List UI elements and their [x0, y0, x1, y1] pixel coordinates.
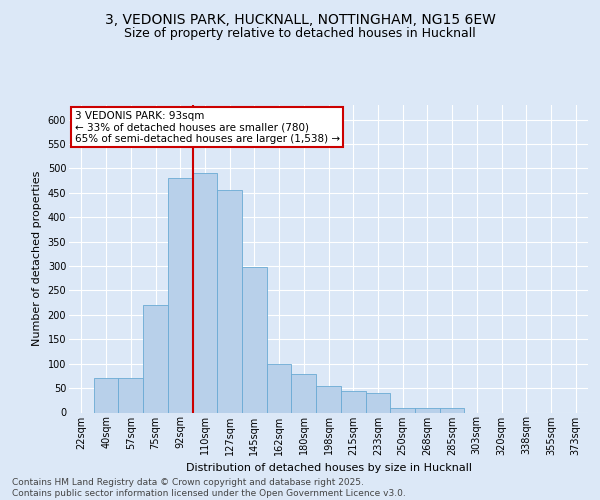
X-axis label: Distribution of detached houses by size in Hucknall: Distribution of detached houses by size … — [185, 463, 472, 473]
Text: Contains HM Land Registry data © Crown copyright and database right 2025.
Contai: Contains HM Land Registry data © Crown c… — [12, 478, 406, 498]
Bar — [267, 364, 292, 412]
Bar — [415, 408, 440, 412]
Bar — [365, 393, 390, 412]
Bar — [316, 386, 341, 412]
Bar — [242, 267, 267, 412]
Bar — [390, 408, 415, 412]
Bar — [341, 390, 365, 412]
Bar — [440, 408, 464, 412]
Text: 3, VEDONIS PARK, HUCKNALL, NOTTINGHAM, NG15 6EW: 3, VEDONIS PARK, HUCKNALL, NOTTINGHAM, N… — [104, 12, 496, 26]
Text: 3 VEDONIS PARK: 93sqm
← 33% of detached houses are smaller (780)
65% of semi-det: 3 VEDONIS PARK: 93sqm ← 33% of detached … — [74, 110, 340, 144]
Bar — [217, 190, 242, 412]
Y-axis label: Number of detached properties: Number of detached properties — [32, 171, 42, 346]
Bar — [143, 305, 168, 412]
Bar — [168, 178, 193, 412]
Bar — [94, 378, 118, 412]
Bar — [118, 378, 143, 412]
Bar — [193, 174, 217, 412]
Text: Size of property relative to detached houses in Hucknall: Size of property relative to detached ho… — [124, 28, 476, 40]
Bar — [292, 374, 316, 412]
